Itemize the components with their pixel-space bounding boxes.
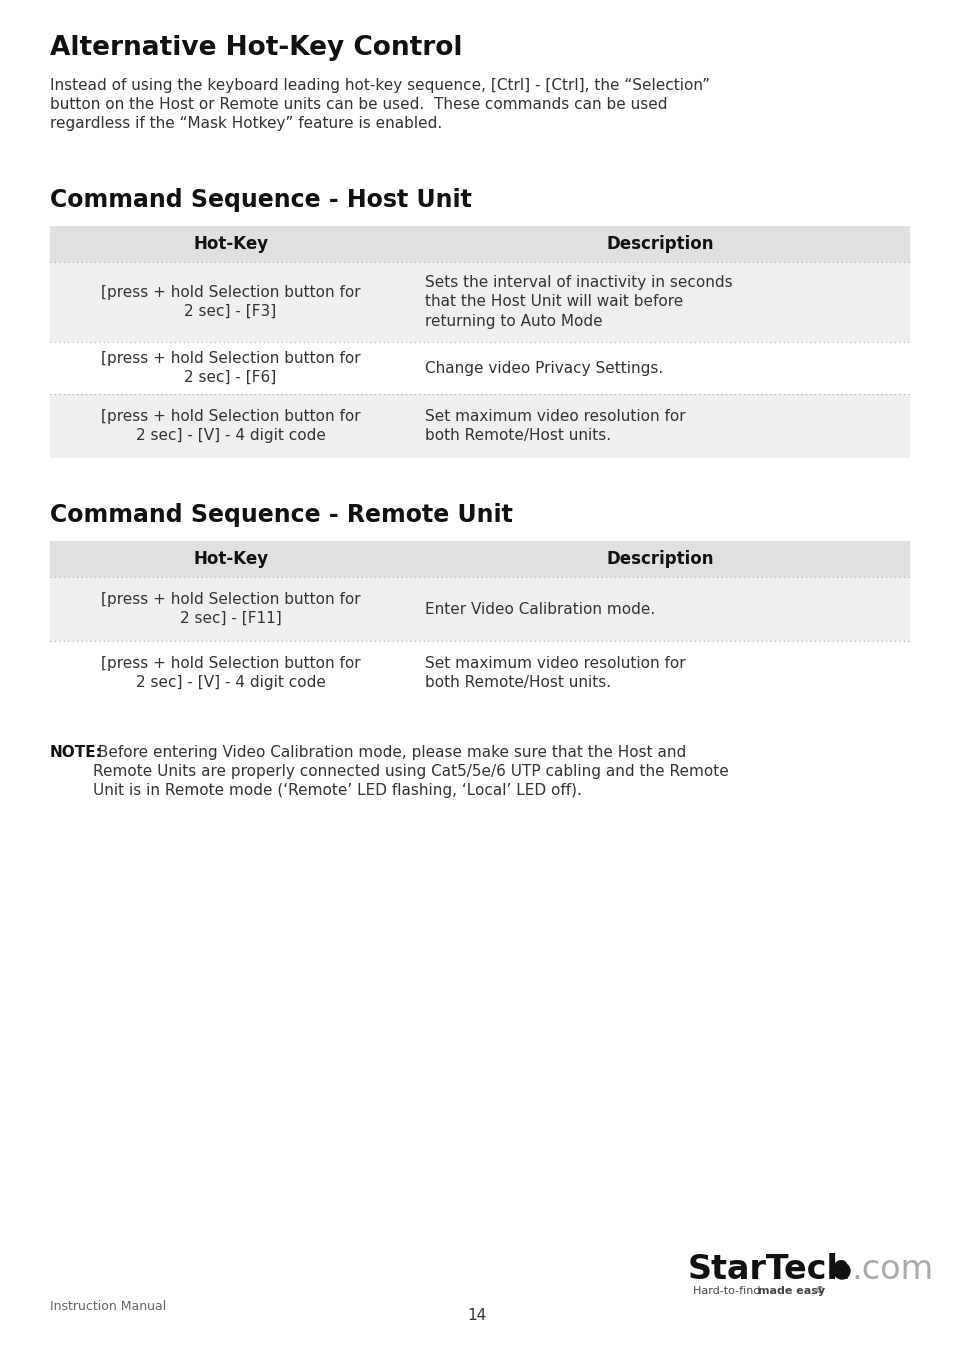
Text: NOTE:: NOTE: xyxy=(50,745,103,760)
Text: [press + hold Selection button for
2 sec] - [V] - 4 digit code: [press + hold Selection button for 2 sec… xyxy=(101,656,360,690)
Text: StarTech: StarTech xyxy=(687,1254,850,1286)
Text: Instruction Manual: Instruction Manual xyxy=(50,1301,166,1313)
Text: [press + hold Selection button for
2 sec] - [F6]: [press + hold Selection button for 2 sec… xyxy=(101,351,360,385)
Text: Sets the interval of inactivity in seconds
that the Host Unit will wait before
r: Sets the interval of inactivity in secon… xyxy=(425,276,732,328)
Bar xyxy=(50,541,909,577)
Text: Change video Privacy Settings.: Change video Privacy Settings. xyxy=(425,360,662,375)
Text: Set maximum video resolution for
both Remote/Host units.: Set maximum video resolution for both Re… xyxy=(425,656,685,690)
Text: Hot-Key: Hot-Key xyxy=(193,550,268,568)
Text: Set maximum video resolution for
both Remote/Host units.: Set maximum video resolution for both Re… xyxy=(425,409,685,443)
Bar xyxy=(50,342,909,394)
Bar xyxy=(50,394,909,459)
Circle shape xyxy=(833,1263,849,1279)
Text: Description: Description xyxy=(606,550,714,568)
Bar xyxy=(50,577,909,642)
Text: made easy: made easy xyxy=(758,1286,824,1297)
Text: [press + hold Selection button for
2 sec] - [V] - 4 digit code: [press + hold Selection button for 2 sec… xyxy=(101,409,360,443)
Text: Enter Video Calibration mode.: Enter Video Calibration mode. xyxy=(425,601,655,616)
Text: [press + hold Selection button for
2 sec] - [F11]: [press + hold Selection button for 2 sec… xyxy=(101,592,360,627)
Text: .com: .com xyxy=(850,1254,932,1286)
Text: Hard-to-find: Hard-to-find xyxy=(692,1286,763,1297)
Text: Hot-Key: Hot-Key xyxy=(193,235,268,253)
Text: [press + hold Selection button for
2 sec] - [F3]: [press + hold Selection button for 2 sec… xyxy=(101,285,360,319)
Bar xyxy=(50,226,909,262)
Text: ®: ® xyxy=(815,1286,823,1295)
Bar xyxy=(50,262,909,342)
Text: 14: 14 xyxy=(467,1307,486,1323)
Text: Alternative Hot-Key Control: Alternative Hot-Key Control xyxy=(50,35,462,61)
Bar xyxy=(50,642,909,705)
Text: Instead of using the keyboard leading hot-key sequence, [Ctrl] - [Ctrl], the “Se: Instead of using the keyboard leading ho… xyxy=(50,78,709,132)
Text: Description: Description xyxy=(606,235,714,253)
Text: Command Sequence - Remote Unit: Command Sequence - Remote Unit xyxy=(50,503,513,527)
Text: Command Sequence - Host Unit: Command Sequence - Host Unit xyxy=(50,188,472,213)
Text: Before entering Video Calibration mode, please make sure that the Host and
Remot: Before entering Video Calibration mode, … xyxy=(92,745,728,799)
